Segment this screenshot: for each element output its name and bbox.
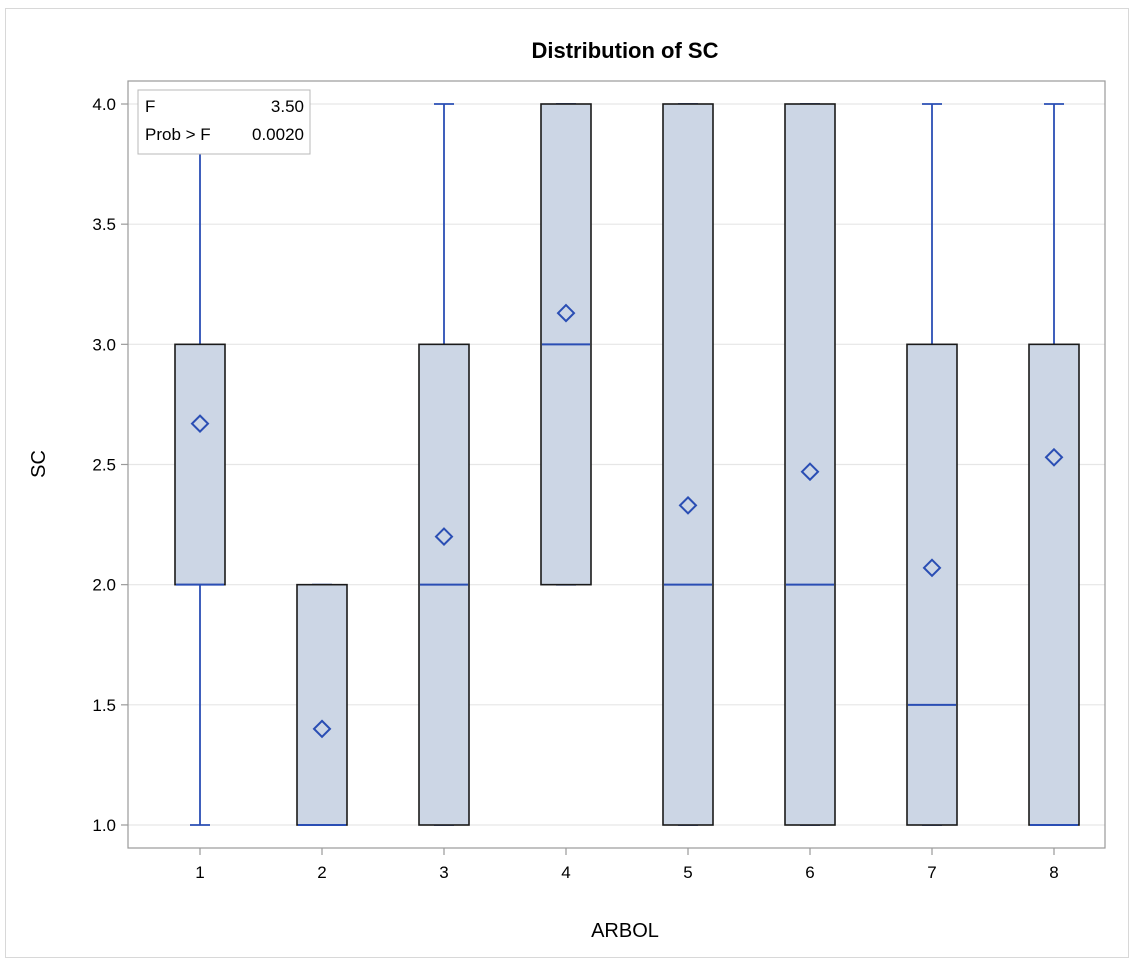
- box-iqr: [296, 583, 348, 826]
- box-group-5: [662, 103, 714, 826]
- box-group-2: [296, 583, 348, 826]
- box-group-7: [906, 103, 958, 826]
- x-tick-label: 6: [805, 863, 814, 882]
- box-group-6: [784, 103, 836, 826]
- box-iqr: [1028, 343, 1080, 826]
- y-tick-label: 1.5: [92, 696, 116, 715]
- y-tick-label: 2.0: [92, 576, 116, 595]
- x-tick-label: 3: [439, 863, 448, 882]
- mean-marker: [556, 303, 576, 323]
- mean-marker: [678, 495, 698, 515]
- y-tick-label: 3.0: [92, 335, 116, 354]
- box-group-8: [1028, 103, 1080, 826]
- gridlines: [128, 103, 1105, 826]
- mean-marker: [312, 719, 332, 739]
- mean-marker: [190, 414, 210, 434]
- stats-value: 3.50: [271, 97, 304, 116]
- y-tick-label: 3.5: [92, 215, 116, 234]
- box-group-3: [418, 103, 470, 826]
- mean-marker: [434, 527, 454, 547]
- stats-inset-box: [137, 89, 311, 155]
- boxes-layer: [174, 103, 1080, 826]
- y-axis: 1.0 1.5 2.0 2.5 3.0 3.5 4.0: [92, 95, 128, 835]
- y-tick-label: 2.5: [92, 456, 116, 475]
- mean-marker: [800, 462, 820, 482]
- y-tick-label: 1.0: [92, 816, 116, 835]
- x-tick-label: 2: [317, 863, 326, 882]
- box-iqr: [174, 343, 226, 586]
- x-tick-label: 8: [1049, 863, 1058, 882]
- box-iqr: [662, 103, 714, 826]
- stats-label: Prob > F: [145, 125, 211, 144]
- y-tick-label: 4.0: [92, 95, 116, 114]
- x-tick-label: 4: [561, 863, 570, 882]
- x-tick-label: 5: [683, 863, 692, 882]
- stats-value: 0.0020: [252, 125, 304, 144]
- box-group-4: [540, 103, 592, 586]
- y-axis-title: SC: [28, 450, 50, 478]
- stats-label: F: [145, 97, 155, 116]
- box-group-1: [174, 103, 226, 826]
- x-axis: 1 2 3 4 5 6 7 8: [195, 848, 1059, 882]
- box-iqr: [906, 343, 958, 826]
- mean-marker: [922, 558, 942, 578]
- x-tick-label: 7: [927, 863, 936, 882]
- x-axis-title: ARBOL: [591, 920, 659, 942]
- chart-title: Distribution of SC: [532, 38, 719, 63]
- mean-marker: [1044, 447, 1064, 467]
- x-tick-label: 1: [195, 863, 204, 882]
- stats-inset: F 3.50 Prob > F 0.0020: [137, 89, 311, 155]
